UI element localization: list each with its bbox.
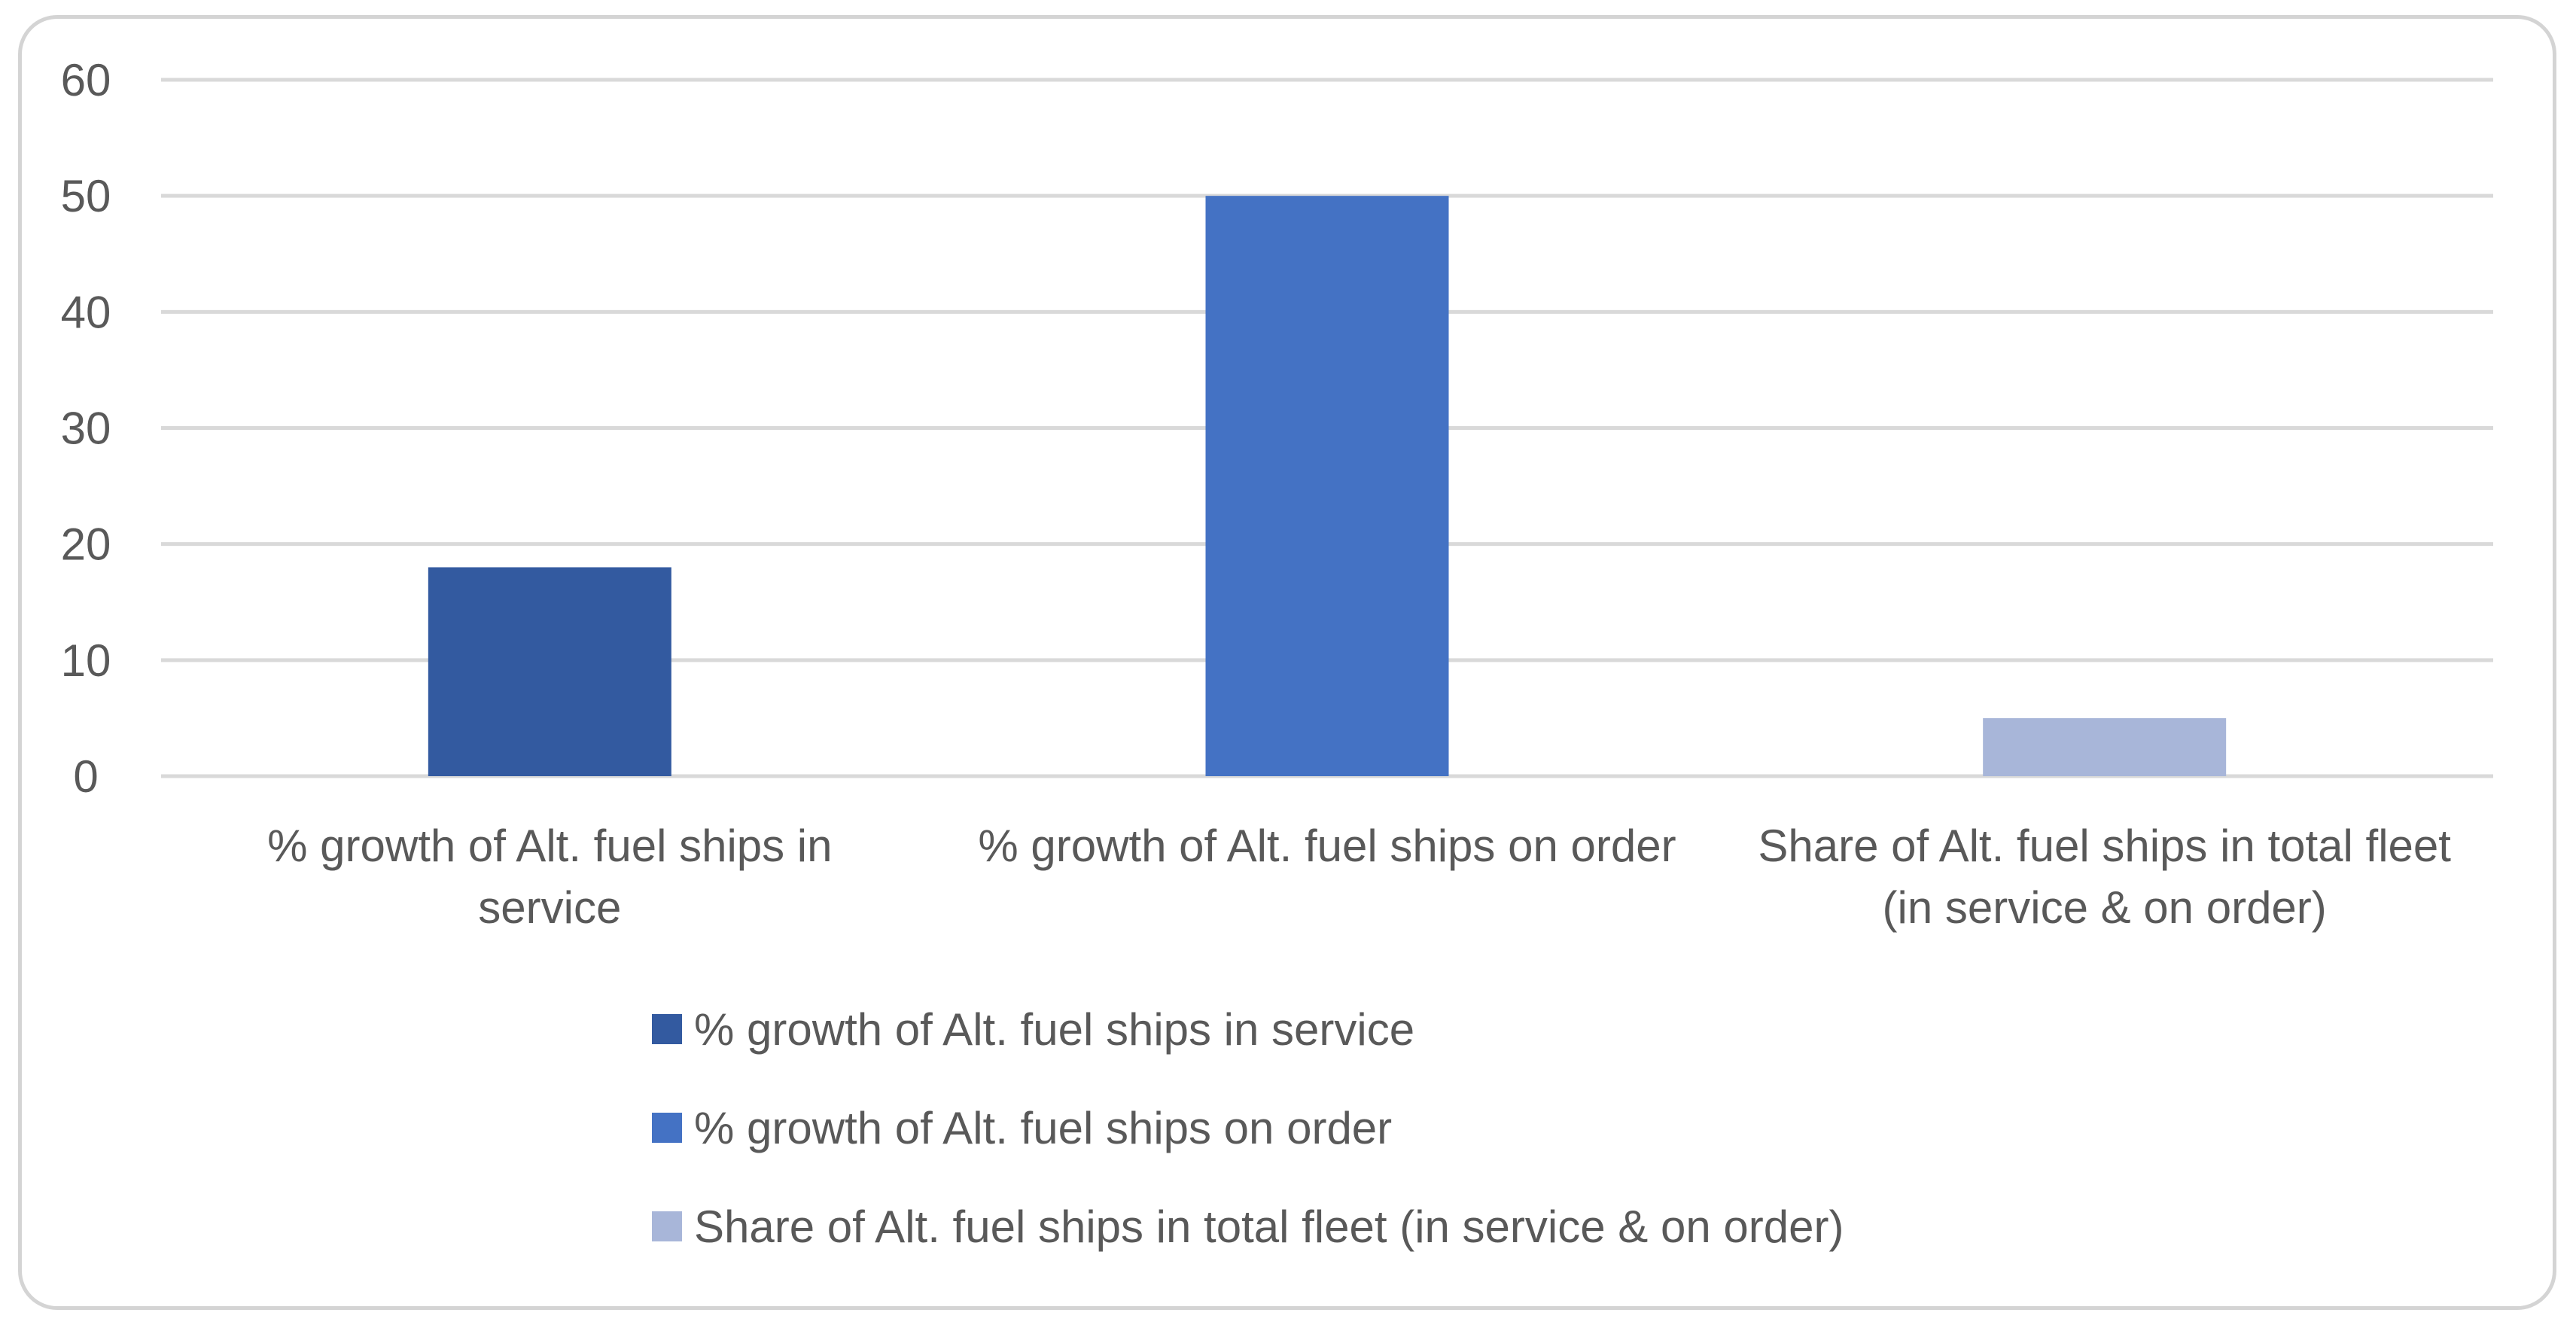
legend-label: Share of Alt. fuel ships in total fleet … bbox=[694, 1202, 1844, 1252]
x-tick-label: % growth of Alt. fuel ships on order bbox=[978, 821, 1676, 871]
y-tick-label: 30 bbox=[61, 404, 111, 454]
legend-swatch bbox=[652, 1211, 682, 1241]
x-tick-label: (in service & on order) bbox=[1883, 882, 2327, 933]
y-tick-label: 40 bbox=[61, 287, 111, 337]
x-tick-label: % growth of Alt. fuel ships in bbox=[267, 821, 832, 871]
legend-label: % growth of Alt. fuel ships on order bbox=[694, 1103, 1392, 1153]
y-tick-label: 20 bbox=[61, 519, 111, 570]
y-tick-label: 60 bbox=[61, 55, 111, 105]
y-tick-label: 50 bbox=[61, 171, 111, 221]
x-tick-label: Share of Alt. fuel ships in total fleet bbox=[1758, 821, 2451, 871]
legend-swatch bbox=[652, 1113, 682, 1143]
x-axis-labels: % growth of Alt. fuel ships in service % g… bbox=[267, 821, 2451, 933]
bar bbox=[428, 567, 671, 776]
legend-label: % growth of Alt. fuel ships in service bbox=[694, 1004, 1414, 1055]
bars bbox=[428, 196, 2227, 777]
x-tick-label: service bbox=[478, 882, 621, 933]
bar bbox=[1205, 196, 1449, 777]
legend: % growth of Alt. fuel ships in service % … bbox=[652, 1004, 1844, 1252]
legend-swatch bbox=[652, 1014, 682, 1044]
y-tick-label: 10 bbox=[61, 635, 111, 686]
y-tick-label: 0 bbox=[73, 751, 98, 802]
bar bbox=[1983, 717, 2227, 776]
y-axis-ticks: 0 10 20 30 40 50 60 bbox=[61, 55, 111, 802]
